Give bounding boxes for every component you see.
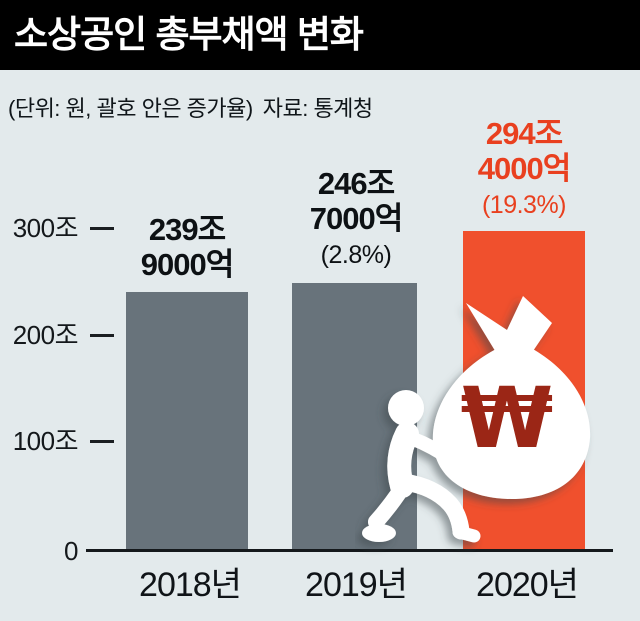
bar-2018	[126, 292, 248, 549]
ytick-0: 0	[64, 536, 78, 566]
person-icon	[362, 390, 481, 543]
value-2019-line2: 7000억	[309, 201, 403, 236]
growth-2019: (2.8%)	[320, 241, 392, 269]
value-2019-line1: 246조	[317, 166, 395, 201]
person-money-bag-illustration: ₩	[362, 296, 591, 543]
money-bag-icon: ₩	[432, 296, 591, 499]
xlabel-2020: 2020년	[476, 566, 579, 604]
ytick-dash-100	[90, 440, 114, 443]
source-note: 자료: 통계청	[262, 96, 373, 121]
xlabel-2018: 2018년	[139, 566, 242, 604]
value-2020-line2: 4000억	[477, 151, 571, 186]
value-2018-line1: 239조	[148, 212, 226, 247]
ytick-200: 200조	[12, 320, 79, 350]
value-label-2019: 246조 7000억 (2.8%)	[276, 166, 436, 269]
ytick-dash-300	[90, 227, 114, 230]
value-label-2018: 239조 9000억	[107, 212, 267, 282]
ytick-dash-200	[90, 334, 114, 337]
won-symbol: ₩	[461, 369, 554, 467]
ytick-300: 300조	[12, 213, 79, 243]
growth-2020: (19.3%)	[481, 191, 567, 219]
value-2020-line1: 294조	[485, 116, 563, 151]
value-label-2020: 294조 4000억 (19.3%)	[444, 116, 604, 219]
title-banner: 소상공인 총부채액 변화	[0, 0, 640, 70]
unit-note: (단위: 원, 괄호 안은 증가율)	[8, 96, 253, 121]
subtitle-row: (단위: 원, 괄호 안은 증가율) 자료: 통계청	[8, 91, 628, 123]
ytick-100: 100조	[12, 426, 79, 456]
page-title: 소상공인 총부채액 변화	[14, 14, 364, 55]
xlabel-2019: 2019년	[305, 566, 408, 604]
x-axis-line	[86, 549, 613, 552]
value-2018-line2: 9000억	[140, 247, 234, 282]
